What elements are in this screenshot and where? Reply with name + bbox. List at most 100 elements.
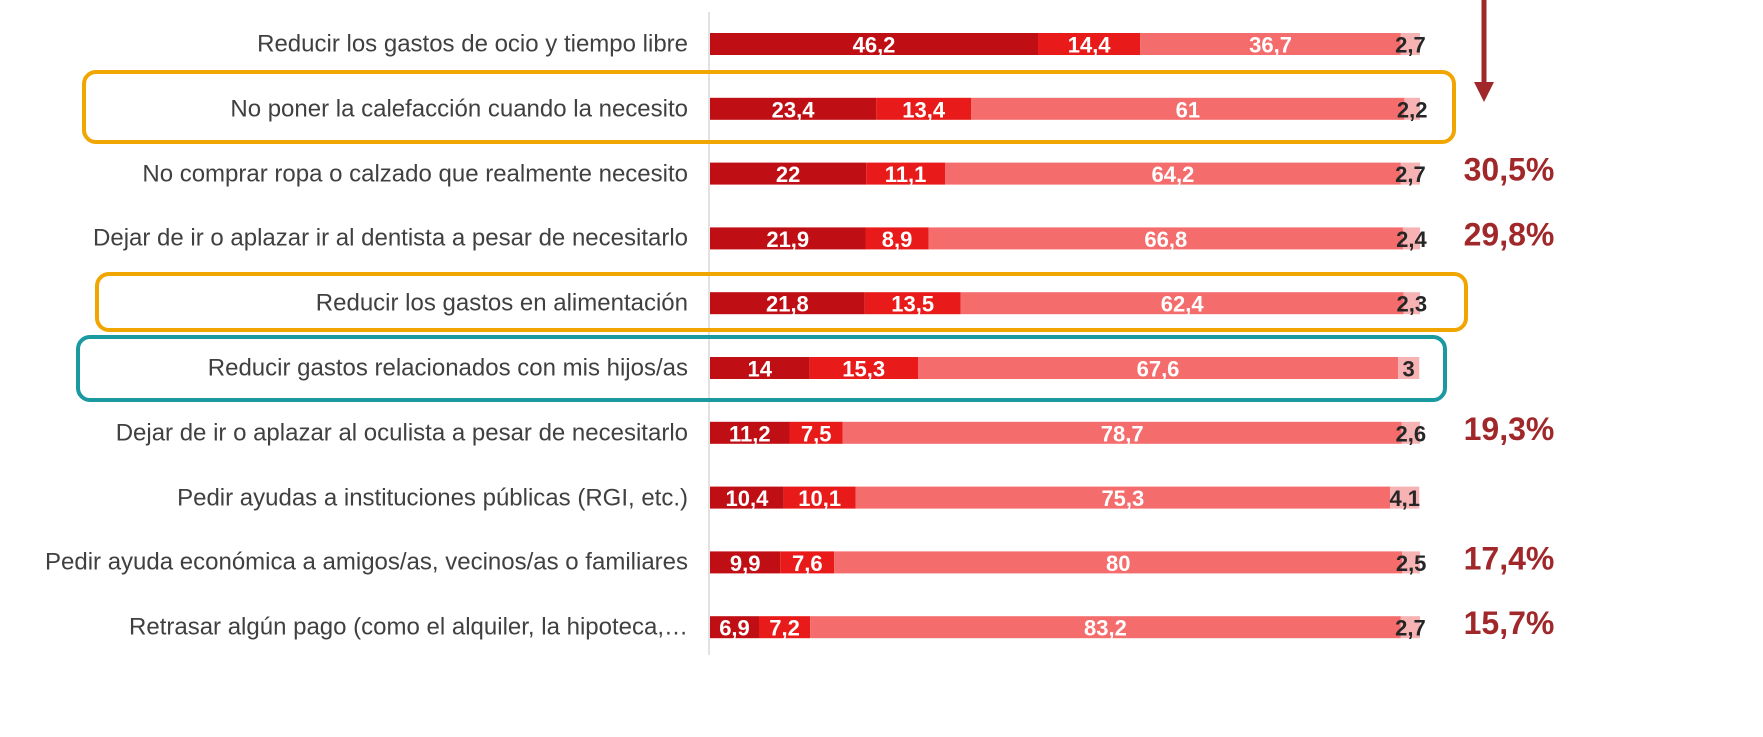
- value-label: 11,1: [885, 162, 927, 187]
- bar-segment: [710, 421, 790, 444]
- bar-segment: [710, 486, 784, 509]
- category-label: Reducir los gastos de ocio y tiempo libr…: [257, 30, 688, 58]
- category-label: No poner la calefacción cuando la necesi…: [230, 95, 688, 123]
- value-label: 23,4: [772, 97, 816, 122]
- bar-segment: [1401, 421, 1420, 444]
- value-label: 2,3: [1397, 292, 1428, 317]
- value-label: 22: [776, 162, 800, 187]
- bar-segment: [876, 97, 972, 120]
- value-label: 75,3: [1101, 486, 1144, 511]
- value-label: 67,6: [1137, 357, 1180, 382]
- bar-segment: [834, 551, 1403, 574]
- value-label: 9,9: [730, 551, 761, 576]
- annotation: 15,7%: [1464, 605, 1555, 641]
- value-label: 78,7: [1101, 421, 1144, 446]
- value-label: 7,6: [792, 551, 823, 576]
- category-label: Retrasar algún pago (como el alquiler, l…: [129, 613, 688, 641]
- arrow-head: [1474, 82, 1494, 102]
- value-label: 80: [1106, 551, 1130, 576]
- highlight-box: [95, 272, 1468, 332]
- value-label: 15,3: [842, 357, 885, 382]
- value-label: 21,8: [766, 292, 809, 317]
- bar-segment: [1397, 357, 1420, 379]
- bar-segment: [1402, 551, 1420, 574]
- value-label: 46,2: [853, 33, 896, 58]
- value-label: 2,5: [1396, 551, 1427, 576]
- bar-segment: [971, 97, 1405, 120]
- category-label: No comprar ropa o calzado que realmente …: [142, 160, 688, 188]
- value-label: 10,4: [726, 486, 770, 511]
- category-label: Dejar de ir o aplazar al oculista a pesa…: [115, 419, 688, 447]
- value-label: 83,2: [1084, 616, 1127, 641]
- value-label: 14,4: [1068, 33, 1112, 58]
- value-label: 11,2: [729, 421, 771, 446]
- category-label: Reducir los gastos en alimentación: [315, 289, 688, 317]
- bar-segment: [928, 227, 1403, 250]
- value-label: 3: [1403, 357, 1415, 382]
- highlight-box: [76, 335, 1447, 402]
- bar-segment: [710, 616, 759, 639]
- bar-segment: [960, 292, 1404, 315]
- value-label: 7,5: [801, 421, 832, 446]
- annotation: 29,8%: [1464, 216, 1555, 252]
- bar-segment: [710, 551, 781, 574]
- bar-segment: [1400, 162, 1420, 185]
- annotation: 30,5%: [1464, 152, 1555, 188]
- value-label: 61: [1176, 97, 1200, 122]
- value-label: 2,4: [1396, 227, 1427, 252]
- bar-segment: [780, 551, 835, 574]
- value-label: 2,7: [1395, 33, 1426, 58]
- bar-segment: [783, 486, 856, 509]
- bar-segment: [1402, 227, 1420, 250]
- bar-segment: [1390, 486, 1420, 509]
- value-label: 64,2: [1152, 162, 1195, 187]
- bar-segment: [842, 421, 1402, 444]
- value-label: 36,7: [1249, 33, 1292, 58]
- bar-segment: [809, 357, 919, 379]
- value-label: 62,4: [1161, 292, 1205, 317]
- bar-segment: [918, 357, 1398, 379]
- bar-segment: [710, 227, 866, 250]
- value-label: 4,1: [1389, 486, 1420, 511]
- category-label: Dejar de ir o aplazar ir al dentista a p…: [93, 224, 688, 252]
- bar-segment: [1140, 33, 1401, 55]
- value-label: 2,2: [1397, 97, 1428, 122]
- value-label: 2,7: [1395, 616, 1426, 641]
- bar-segment: [945, 162, 1401, 185]
- bar-segment: [1400, 616, 1420, 639]
- bar-segment: [710, 162, 867, 185]
- value-label: 13,5: [891, 292, 934, 317]
- bar-segment: [1404, 97, 1420, 120]
- category-label: Reducir gastos relacionados con mis hijo…: [207, 354, 688, 382]
- bar-segment: [758, 616, 811, 639]
- value-label: 2,6: [1395, 421, 1426, 446]
- bar-segment: [810, 616, 1401, 639]
- value-label: 21,9: [766, 227, 809, 252]
- annotation: 19,3%: [1464, 411, 1555, 447]
- highlight-box: [82, 70, 1456, 144]
- bar-segment: [864, 292, 961, 315]
- value-label: 10,1: [798, 486, 841, 511]
- bar-segment: [1038, 33, 1141, 55]
- value-label: 2,7: [1395, 162, 1426, 187]
- value-label: 13,4: [902, 97, 946, 122]
- value-label: 8,9: [882, 227, 913, 252]
- bar-segment: [1400, 33, 1420, 55]
- bar-segment: [789, 421, 843, 444]
- value-label: 7,2: [769, 616, 800, 641]
- bar-segment: [710, 292, 865, 315]
- annotation: 17,4%: [1464, 540, 1555, 576]
- value-label: 66,8: [1144, 227, 1187, 252]
- value-label: 14: [747, 357, 772, 382]
- category-label: Pedir ayudas a instituciones públicas (R…: [177, 484, 688, 512]
- bar-segment: [1403, 292, 1420, 315]
- bar-segment: [710, 33, 1039, 55]
- bar-segment: [855, 486, 1391, 509]
- bar-segment: [866, 162, 946, 185]
- bar-segment: [710, 97, 877, 120]
- category-label: Pedir ayuda económica a amigos/as, vecin…: [45, 548, 688, 576]
- bar-segment: [865, 227, 929, 250]
- value-label: 6,9: [719, 616, 750, 641]
